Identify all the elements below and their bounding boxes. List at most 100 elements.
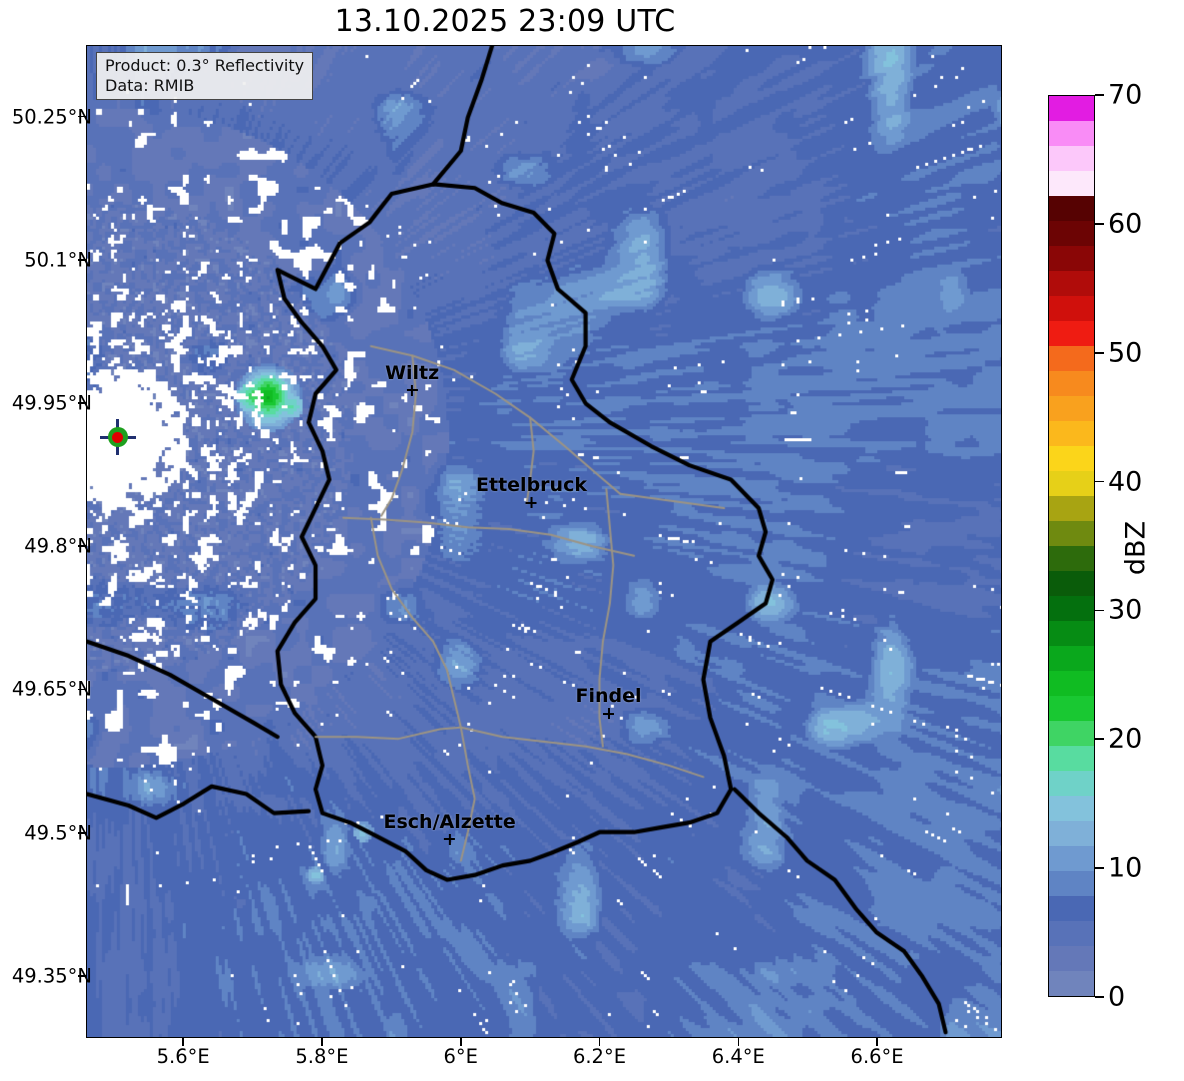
- colorbar-band: [1049, 571, 1094, 596]
- colorbar-band: [1049, 121, 1094, 146]
- radar-site-marker-icon: [99, 419, 136, 456]
- colorbar-band: [1049, 971, 1094, 996]
- page-title: 13.10.2025 23:09 UTC: [334, 4, 676, 39]
- radar-reflectivity-canvas[interactable]: [87, 46, 1001, 1037]
- colorbar-band: [1049, 671, 1094, 696]
- lon-tick-mark: [737, 1038, 740, 1046]
- lat-tick-label: 49.65°N: [11, 677, 92, 701]
- colorbar-tick-mark: [1095, 480, 1104, 483]
- colorbar-band: [1049, 896, 1094, 921]
- colorbar-band: [1049, 96, 1094, 121]
- colorbar-band: [1049, 771, 1094, 796]
- lon-tick-mark: [182, 1038, 184, 1046]
- colorbar-band: [1049, 496, 1094, 521]
- product-line: Product: 0.3° Reflectivity: [105, 56, 305, 75]
- lon-tick-mark: [598, 1038, 601, 1046]
- colorbar-band: [1049, 871, 1094, 896]
- colorbar-band: [1049, 721, 1094, 746]
- colorbar-gradient: [1048, 95, 1095, 997]
- colorbar-band: [1049, 796, 1094, 821]
- colorbar-band: [1049, 371, 1094, 396]
- colorbar[interactable]: [1048, 95, 1095, 997]
- lat-tick-mark: [78, 115, 86, 118]
- lon-tick-label: 6°E: [443, 1045, 478, 1068]
- colorbar-band: [1049, 346, 1094, 371]
- colorbar-band: [1049, 646, 1094, 671]
- colorbar-tick-mark: [1095, 94, 1104, 96]
- lat-tick-label: 50.1°N: [24, 248, 92, 272]
- colorbar-tick-label: 0: [1108, 981, 1126, 1013]
- colorbar-tick-label: 20: [1108, 723, 1143, 755]
- lat-tick-mark: [78, 688, 86, 691]
- city-label-ettelbruck: Ettelbruck: [476, 474, 587, 509]
- colorbar-tick-label: 30: [1108, 594, 1143, 626]
- product-info-box: Product: 0.3° Reflectivity Data: RMIB: [96, 52, 314, 101]
- lon-tick-mark: [321, 1038, 323, 1046]
- lon-tick-mark: [876, 1038, 878, 1046]
- colorbar-tick-mark: [1095, 867, 1104, 870]
- colorbar-tick-mark: [1095, 222, 1104, 225]
- lat-tick-label: 49.35°N: [11, 964, 92, 988]
- city-marker-icon: [603, 708, 615, 720]
- colorbar-band: [1049, 421, 1094, 446]
- colorbar-band: [1049, 221, 1094, 246]
- colorbar-band: [1049, 171, 1094, 196]
- city-label-wiltz: Wiltz: [385, 362, 439, 396]
- city-label-esch-alzette: Esch/Alzette: [383, 810, 516, 845]
- colorbar-band: [1049, 321, 1094, 346]
- colorbar-band: [1049, 246, 1094, 271]
- lat-tick-label: 49.95°N: [11, 391, 92, 415]
- lat-tick-mark: [78, 545, 86, 548]
- data-source-line: Data: RMIB: [105, 75, 195, 95]
- colorbar-band: [1049, 621, 1094, 646]
- colorbar-tick-label: 60: [1108, 208, 1143, 240]
- colorbar-tick-mark: [1095, 351, 1104, 354]
- colorbar-band: [1049, 446, 1094, 471]
- lon-tick-mark: [459, 1038, 462, 1046]
- city-name: Wiltz: [385, 361, 440, 384]
- lat-tick-label: 49.5°N: [24, 821, 92, 845]
- lat-tick-mark: [78, 975, 86, 977]
- colorbar-tick-mark: [1095, 609, 1104, 612]
- colorbar-tick-label: 50: [1108, 337, 1143, 369]
- colorbar-band: [1049, 946, 1094, 971]
- colorbar-band: [1049, 396, 1094, 421]
- colorbar-band: [1049, 746, 1094, 771]
- colorbar-band: [1049, 146, 1094, 171]
- city-name: Esch/Alzette: [383, 810, 516, 833]
- lon-tick-label: 6.2°E: [572, 1045, 627, 1068]
- colorbar-tick-mark: [1095, 996, 1104, 998]
- radar-map[interactable]: [86, 45, 1002, 1038]
- city-marker-icon: [444, 833, 456, 845]
- city-name: Findel: [575, 685, 642, 708]
- colorbar-band: [1049, 296, 1094, 321]
- lon-tick-label: 6.4°E: [711, 1045, 765, 1068]
- lat-tick-mark: [78, 259, 86, 261]
- colorbar-tick-label: 40: [1108, 466, 1143, 498]
- colorbar-band: [1049, 596, 1094, 621]
- lat-tick-label: 49.8°N: [24, 534, 92, 558]
- lat-tick-mark: [78, 402, 86, 404]
- colorbar-band: [1049, 846, 1094, 871]
- city-label-findel: Findel: [575, 685, 642, 720]
- lat-tick-mark: [78, 831, 86, 834]
- colorbar-title: dBZ: [1120, 520, 1152, 576]
- colorbar-band: [1049, 521, 1094, 546]
- colorbar-band: [1049, 471, 1094, 496]
- lon-tick-label: 5.8°E: [295, 1045, 349, 1068]
- lat-tick-label: 50.25°N: [11, 105, 92, 129]
- colorbar-band: [1049, 696, 1094, 721]
- lon-tick-label: 6.6°E: [850, 1045, 904, 1068]
- colorbar-tick-label: 10: [1108, 852, 1143, 884]
- city-name: Ettelbruck: [476, 474, 587, 497]
- colorbar-band: [1049, 196, 1094, 221]
- city-marker-icon: [525, 497, 537, 509]
- colorbar-tick-label: 70: [1108, 79, 1143, 111]
- colorbar-band: [1049, 271, 1094, 296]
- lon-tick-label: 5.6°E: [156, 1045, 210, 1068]
- colorbar-band: [1049, 546, 1094, 571]
- colorbar-band: [1049, 921, 1094, 946]
- city-marker-icon: [406, 384, 418, 396]
- colorbar-tick-mark: [1095, 738, 1104, 741]
- colorbar-band: [1049, 821, 1094, 846]
